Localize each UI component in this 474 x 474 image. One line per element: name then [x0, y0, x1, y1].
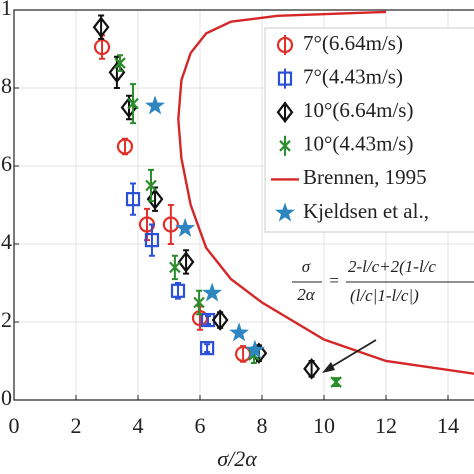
error-bar [167, 204, 174, 245]
legend-swatch [277, 71, 293, 86]
marker [202, 282, 223, 302]
marker [92, 16, 110, 38]
y-tick-label: 0.4 [0, 229, 12, 254]
x-axis-label: σ/2α [217, 446, 257, 471]
legend-label: 10°(6.64m/s) [303, 98, 413, 122]
marker [162, 216, 179, 233]
x-tick-label: 10 [313, 413, 335, 438]
marker [193, 296, 205, 309]
arrow-head [322, 362, 335, 373]
y-tick-label: 0.8 [0, 73, 12, 98]
error-bar [204, 343, 211, 354]
marker [169, 261, 181, 274]
marker [234, 345, 252, 363]
marker [330, 376, 342, 388]
legend-swatch [276, 36, 294, 54]
marker [200, 341, 215, 356]
y-tick-label: 0.6 [0, 151, 12, 176]
error-bar [130, 182, 137, 216]
marker [244, 339, 265, 359]
marker [177, 251, 195, 273]
plot-area [92, 10, 474, 388]
legend-swatch [279, 140, 291, 152]
marker [144, 233, 160, 248]
x-tick-label: 8 [257, 413, 268, 438]
marker [175, 217, 196, 237]
arrow-shaft [325, 339, 377, 371]
marker [108, 61, 126, 84]
legend-label: Kjeldsen et al., [303, 199, 429, 223]
annotation: (l/c|1-l/c|) [350, 286, 419, 305]
legend-label: 7°(4.43m/s) [303, 64, 403, 88]
legend: 7°(6.64m/s) 7°(4.43m/s) 10°(6.64m/s) 10°(4.… [264, 27, 474, 233]
marker [145, 95, 165, 115]
annotation: 2α [297, 285, 316, 304]
marker [211, 309, 229, 331]
curve [177, 10, 474, 375]
x-tick-label: 14 [437, 413, 459, 438]
x-tick-label: 6 [195, 413, 206, 438]
x-tick-label: 0 [9, 413, 20, 438]
error-bar [240, 345, 247, 363]
marker [303, 358, 320, 380]
legend-label: Brennen, 1995 [303, 165, 427, 189]
annotation: σ [302, 257, 311, 276]
legend-swatch [275, 202, 295, 222]
legend-label: 10°(4.43m/s) [303, 132, 413, 156]
error-bar [121, 137, 128, 156]
x-tick-label: 4 [133, 413, 144, 438]
y-tick-label: 1 [1, 0, 12, 20]
error-bar [205, 315, 212, 325]
marker [125, 192, 141, 207]
marker [145, 179, 157, 192]
marker [229, 322, 249, 342]
annotation: 2-l/c+2(1-l/c [348, 257, 436, 276]
y-tick-label: 0 [1, 385, 12, 410]
annotation: = [328, 271, 339, 290]
marker [114, 57, 126, 69]
plot-frame [13, 9, 474, 401]
y-tick-label: 0.2 [0, 307, 12, 332]
legend-label: 7°(6.64m/s) [303, 31, 403, 55]
marker [93, 38, 111, 56]
marker [116, 138, 134, 155]
legend-box [264, 27, 474, 233]
legend-swatch [276, 101, 294, 123]
x-tick-label: 2 [71, 413, 82, 438]
error-bar [148, 223, 155, 257]
marker [170, 283, 186, 298]
x-tick-label: 12 [375, 413, 397, 438]
marker [127, 97, 139, 110]
